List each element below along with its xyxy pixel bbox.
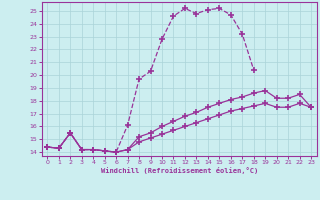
X-axis label: Windchill (Refroidissement éolien,°C): Windchill (Refroidissement éolien,°C) [100,167,258,174]
